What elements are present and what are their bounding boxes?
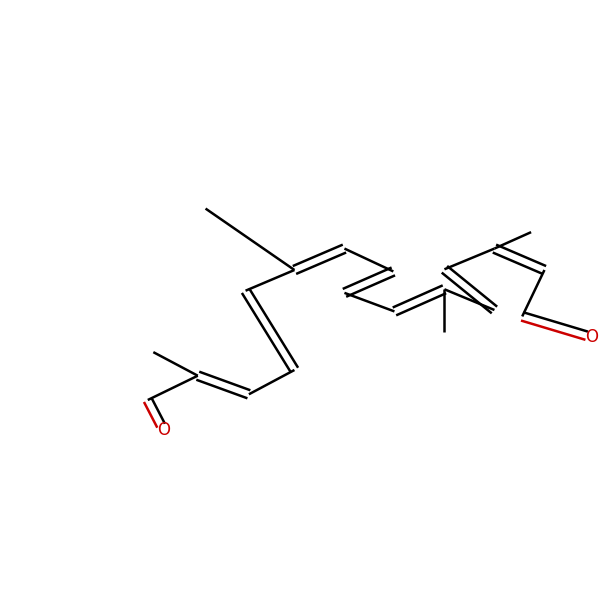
Text: O: O: [157, 421, 170, 439]
Text: O: O: [585, 328, 598, 346]
